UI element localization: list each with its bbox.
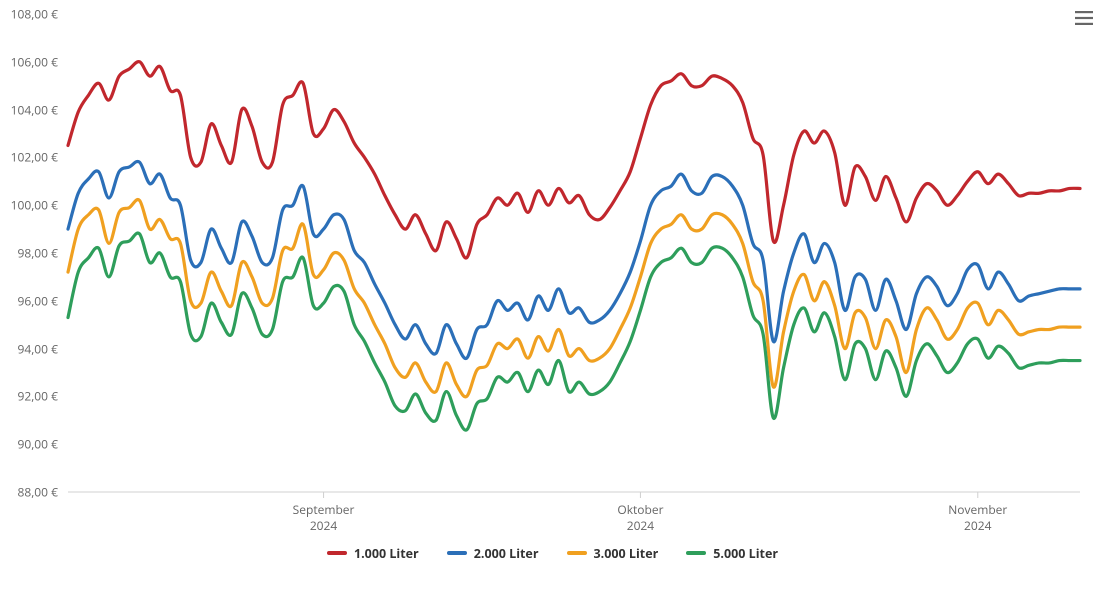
x-tick-label-line2: 2024: [948, 518, 1007, 534]
legend-item-2[interactable]: 3.000 Liter: [567, 545, 659, 562]
legend-item-0[interactable]: 1.000 Liter: [327, 545, 419, 562]
price-chart: 88,00 €90,00 €92,00 €94,00 €96,00 €98,00…: [0, 0, 1105, 602]
legend-label: 3.000 Liter: [594, 545, 659, 562]
x-tick-label-line1: November: [948, 502, 1007, 518]
series-line-0[interactable]: [68, 62, 1080, 258]
x-tick-label-line1: Oktober: [617, 502, 663, 518]
legend: 1.000 Liter 2.000 Liter 3.000 Liter 5.000 L…: [0, 542, 1105, 562]
legend-swatch: [327, 551, 347, 555]
legend-swatch: [686, 551, 706, 555]
legend-swatch: [447, 551, 467, 555]
legend-label: 1.000 Liter: [354, 545, 419, 562]
x-tick-label-line2: 2024: [293, 518, 355, 534]
x-tick-label: September2024: [293, 502, 355, 533]
series-line-3[interactable]: [68, 233, 1080, 430]
x-tick-label: Oktober2024: [617, 502, 663, 533]
plot-area: [0, 0, 1105, 602]
series-line-2[interactable]: [68, 200, 1080, 397]
legend-item-3[interactable]: 5.000 Liter: [686, 545, 778, 562]
legend-swatch: [567, 551, 587, 555]
legend-label: 5.000 Liter: [713, 545, 778, 562]
x-tick-label: November2024: [948, 502, 1007, 533]
legend-label: 2.000 Liter: [474, 545, 539, 562]
legend-item-1[interactable]: 2.000 Liter: [447, 545, 539, 562]
x-tick-label-line1: September: [293, 502, 355, 518]
x-tick-label-line2: 2024: [617, 518, 663, 534]
series-line-1[interactable]: [68, 161, 1080, 358]
